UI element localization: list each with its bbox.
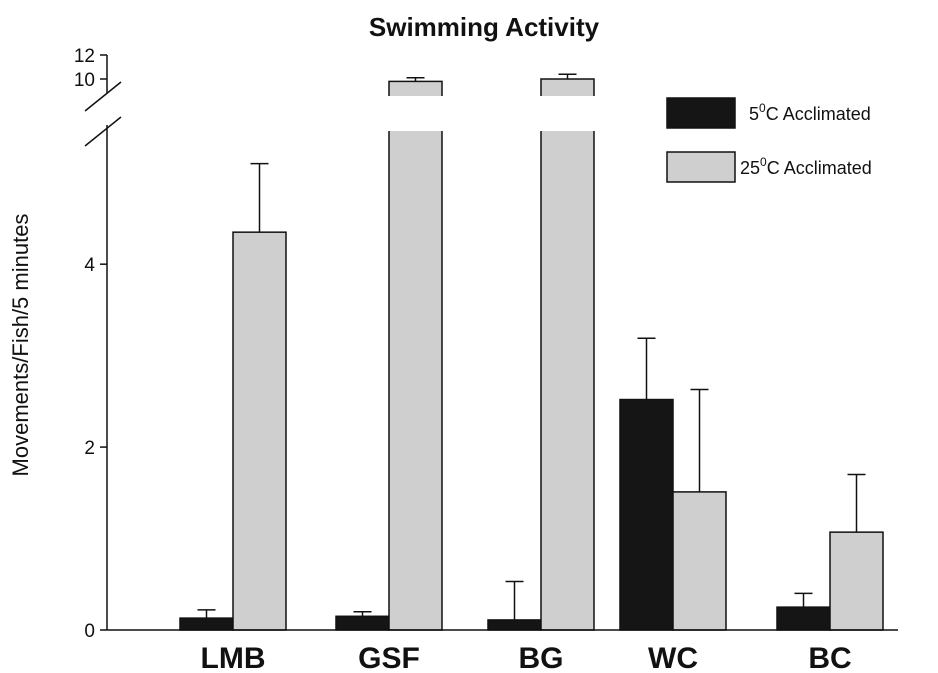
bars [179, 73, 884, 631]
category-label-gsf: GSF [358, 642, 420, 673]
bar-lmb-5c [179, 617, 234, 631]
bar-wc-5c [619, 398, 674, 631]
lower-y-ticks: 0 2 4 [84, 255, 107, 642]
chart-title: Swimming Activity [369, 12, 600, 42]
legend-swatch-5c [666, 97, 736, 129]
category-labels: LMB GSF BG WC BC [201, 642, 852, 673]
legend-label-25c: 250C Acclimated [740, 155, 872, 178]
y-tick-label: 2 [84, 438, 95, 459]
legend: 50C Acclimated 250C Acclimated [666, 97, 872, 183]
y-tick-label: 12 [74, 46, 95, 67]
bar-lmb-25c [232, 231, 287, 631]
axis-break-gap [539, 96, 596, 131]
legend-swatch-25c [666, 151, 736, 183]
bar-bc-5c [776, 606, 831, 631]
bar-gsf-5c [335, 615, 390, 631]
y-axis-label: Movements/Fish/5 minutes [8, 214, 33, 477]
axes [84, 55, 898, 631]
category-label-wc: WC [648, 642, 698, 673]
legend-label-5c: 50C Acclimated [749, 101, 871, 124]
bar-wc-25c [672, 491, 727, 631]
y-tick-label: 4 [84, 255, 95, 276]
category-label-lmb: LMB [201, 642, 266, 673]
category-label-bc: BC [808, 642, 851, 673]
axis-break-mark [84, 116, 122, 147]
bar-bg-25c [540, 78, 595, 631]
category-label-bg: BG [519, 642, 564, 673]
axis-break-gap [387, 96, 444, 131]
axis-break-mark [84, 81, 122, 112]
bar-gsf-25c [388, 80, 443, 631]
bar-bc-25c [829, 531, 884, 631]
y-tick-label: 0 [84, 621, 95, 642]
bar-bg-5c [487, 619, 542, 631]
y-tick-label: 10 [74, 70, 95, 91]
